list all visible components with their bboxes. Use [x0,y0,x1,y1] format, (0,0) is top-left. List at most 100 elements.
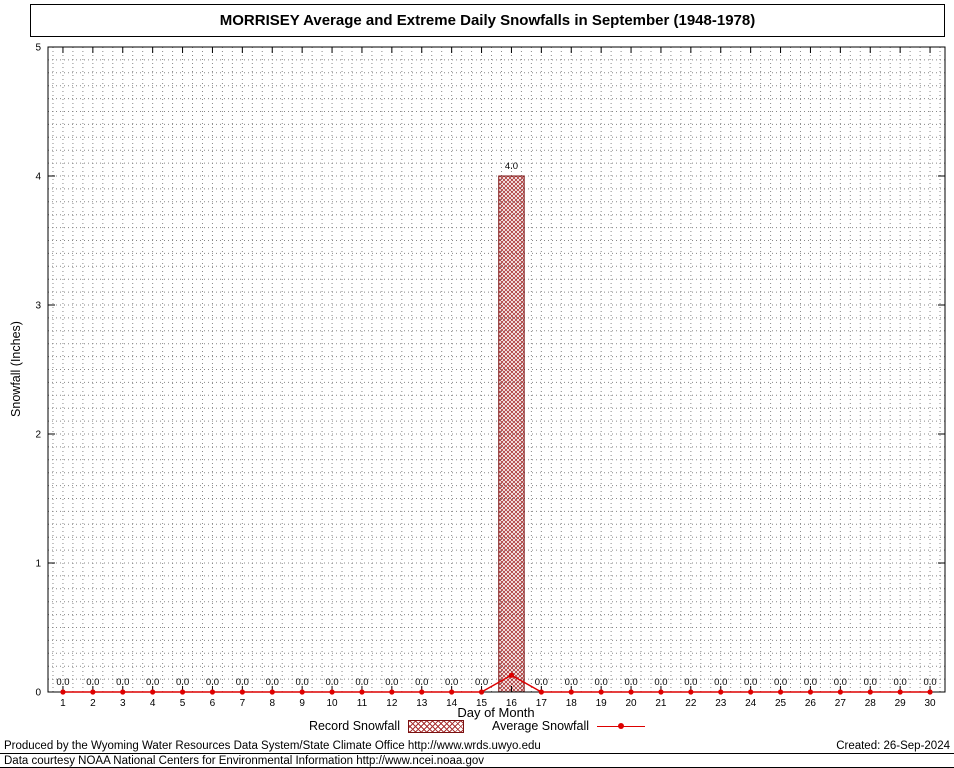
value-label: 0.0 [714,677,727,688]
average-point [209,689,216,695]
value-label: 0.0 [804,677,817,688]
average-point [299,689,305,695]
value-label: 0.0 [744,677,757,688]
average-point [748,689,754,695]
x-tick-label: 29 [895,698,907,709]
x-tick-label: 21 [655,698,667,709]
value-label: 0.0 [236,677,249,688]
value-label: 0.0 [56,677,69,688]
value-label: 0.0 [595,677,608,688]
x-tick-label: 30 [924,698,936,709]
value-label: 0.0 [834,677,847,688]
average-point [269,689,275,695]
x-tick-label: 19 [596,698,608,709]
x-tick-label: 2 [90,698,96,709]
average-point [389,689,395,695]
average-point [239,689,245,695]
value-label: 0.0 [445,677,458,688]
average-point [568,689,574,695]
average-point [329,689,335,695]
value-label: 0.0 [415,677,428,688]
x-tick-label: 27 [835,698,847,709]
x-tick-label: 14 [446,698,458,709]
footer-created-date: Created: 26-Sep-2024 [836,740,950,752]
x-tick-label: 11 [357,698,368,709]
footer-data-courtesy: Data courtesy NOAA National Centers for … [4,755,485,767]
value-label: 0.0 [894,677,907,688]
y-tick-label: 1 [35,559,41,570]
y-tick-label: 4 [35,172,41,183]
average-dot-icon [618,723,625,729]
legend-item-average: Average Snowfall [491,719,646,733]
value-label: 0.0 [535,677,548,688]
value-label: 0.0 [296,677,309,688]
x-axis-label: Day of Month [457,705,535,720]
average-point [777,689,784,695]
value-label: 0.0 [774,677,787,688]
average-point [508,672,515,678]
y-tick-label: 3 [35,301,41,312]
average-point [807,689,814,695]
x-tick-label: 22 [685,698,697,709]
x-tick-label: 20 [625,698,637,709]
x-tick-label: 15 [476,698,488,709]
x-tick-label: 10 [326,698,338,709]
x-tick-label: 18 [566,698,578,709]
value-label: 0.0 [266,677,279,688]
footer-row-1: Produced by the Wyoming Water Resources … [4,740,950,752]
average-point [867,689,873,695]
value-label: 0.0 [385,677,398,688]
average-point [60,689,66,695]
footer-produced-by: Produced by the Wyoming Water Resources … [4,740,541,752]
value-label: 0.0 [146,677,159,688]
value-label: 0.0 [654,677,667,688]
x-tick-label: 25 [775,698,787,709]
average-point [150,689,156,695]
value-label: 0.0 [923,677,936,688]
x-tick-label: 1 [60,698,66,709]
plot-border [47,46,946,693]
legend: Record Snowfall Average Snowfall [0,719,954,733]
average-line-icon [597,723,646,730]
average-point [837,689,843,695]
x-tick-label: 12 [386,698,398,709]
x-tick-label: 28 [865,698,877,709]
x-tick-label: 13 [416,698,428,709]
value-label: 4.0 [505,161,518,172]
average-point [179,689,186,695]
x-tick-label: 5 [180,698,186,709]
y-axis-label: Snowfall (Inches) [9,321,23,417]
value-label: 0.0 [684,677,697,688]
x-tick-label: 23 [715,698,727,709]
y-tick-label: 0 [35,688,41,699]
value-label: 0.0 [355,677,368,688]
average-point [538,689,544,695]
value-label: 0.0 [206,677,219,688]
record-swatch-icon [407,719,464,733]
legend-item-record: Record Snowfall [309,719,464,733]
value-label: 0.0 [325,677,338,688]
x-tick-label: 8 [269,698,275,709]
average-point [478,689,485,695]
x-tick-label: 24 [745,698,757,709]
average-point [598,689,604,695]
average-point [419,689,425,695]
x-tick-label: 7 [240,698,246,709]
average-point [449,689,455,695]
x-tick-label: 9 [299,698,305,709]
average-point [688,689,694,695]
x-tick-label: 6 [210,698,216,709]
average-line [62,674,931,693]
average-point [927,689,933,695]
value-label: 0.0 [624,677,637,688]
average-point [658,689,664,695]
average-point [718,689,724,695]
average-point [628,689,634,695]
value-label: 0.0 [176,677,189,688]
legend-average-label: Average Snowfall [491,719,590,733]
average-point [897,689,903,695]
value-label: 0.0 [86,677,99,688]
average-point [90,689,96,695]
